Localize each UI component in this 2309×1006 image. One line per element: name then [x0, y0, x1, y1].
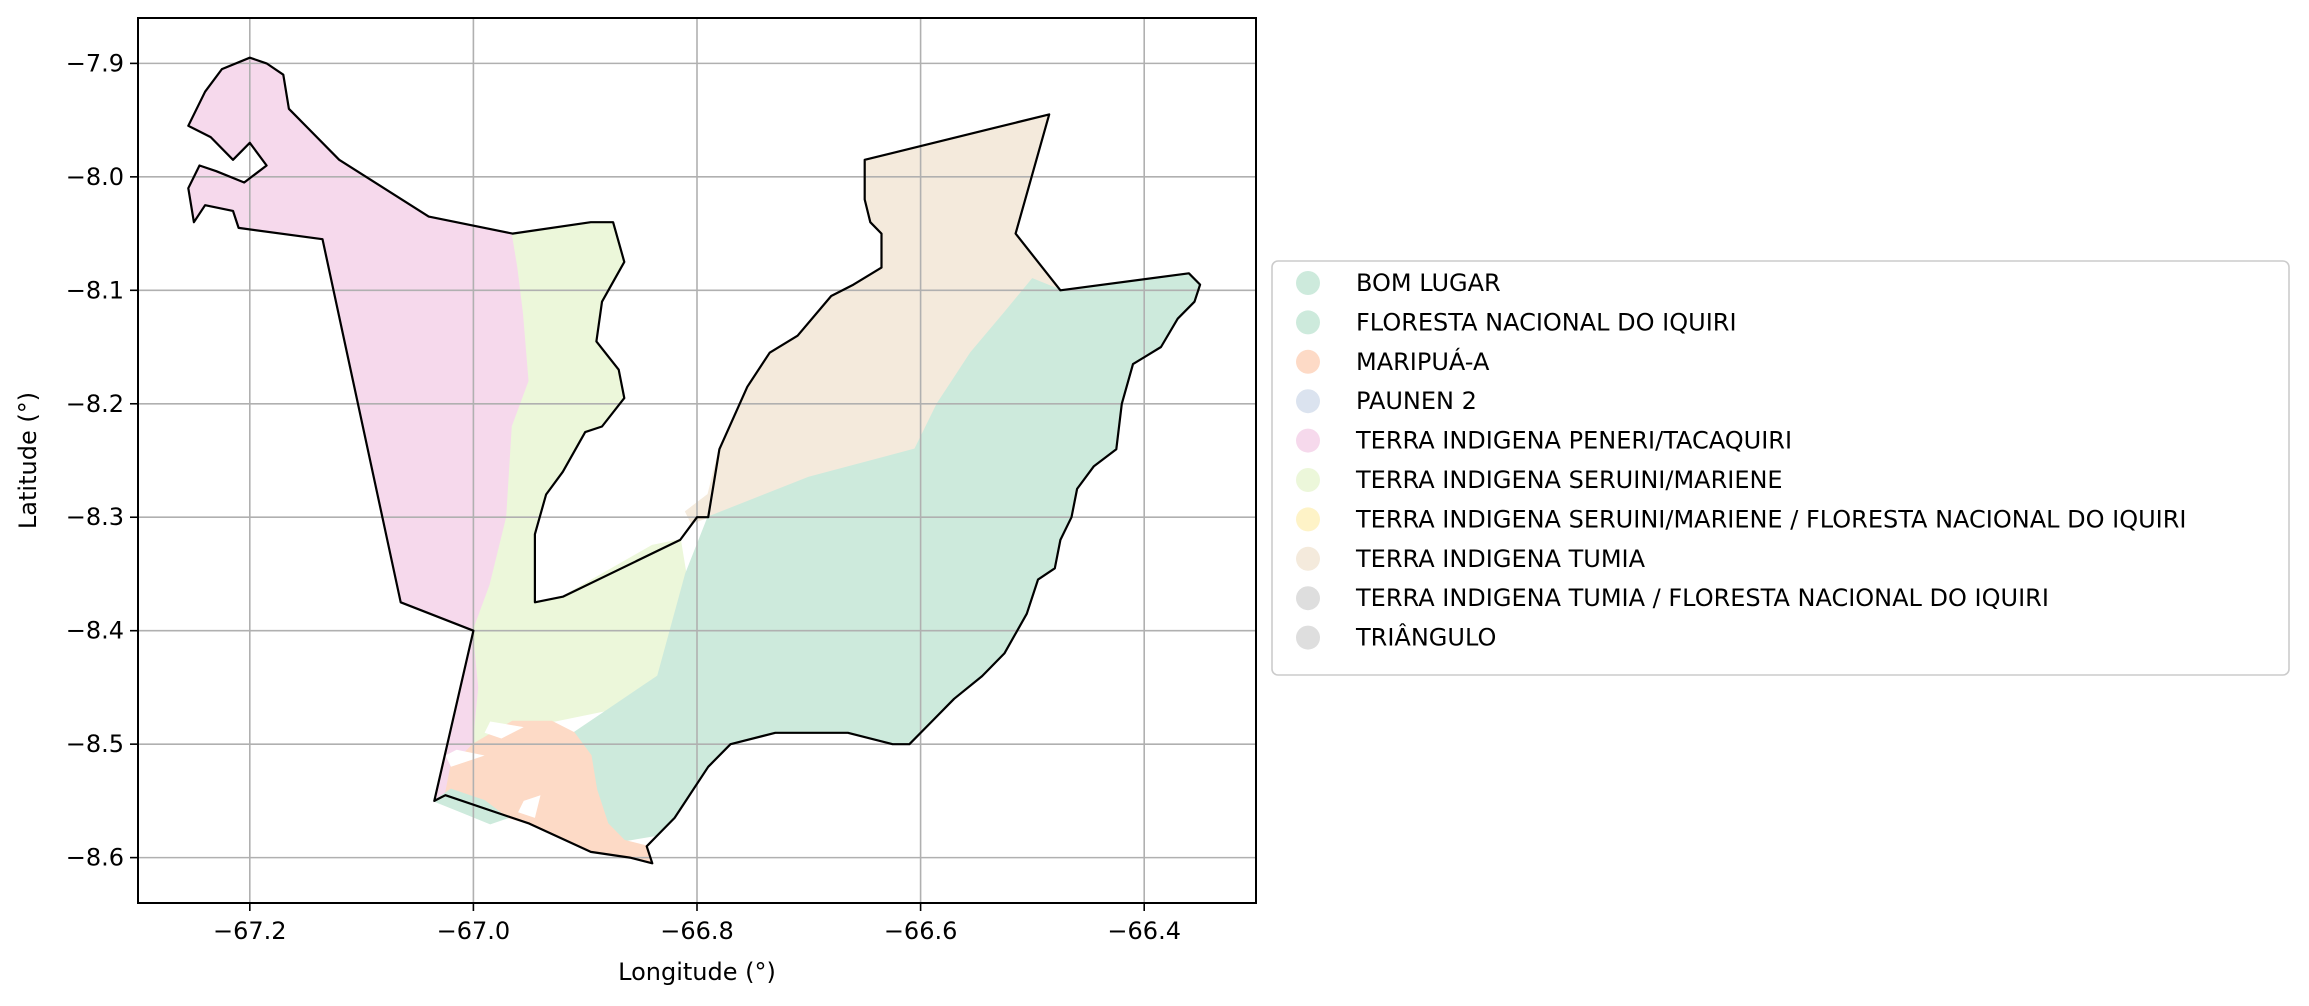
y-tick-label: −8.1: [66, 276, 124, 304]
legend-label: TRIÂNGULO: [1355, 623, 1496, 652]
legend-label: TERRA INDIGENA SERUINI/MARIENE: [1355, 466, 1783, 494]
legend-label: MARIPUÁ-A: [1356, 347, 1490, 376]
y-tick-label: −8.6: [66, 844, 124, 872]
legend-marker: [1296, 546, 1320, 571]
legend-label: PAUNEN 2: [1356, 387, 1477, 415]
y-tick-label: −7.9: [66, 49, 124, 77]
legend-label: TERRA INDIGENA PENERI/TACAQUIRI: [1355, 427, 1792, 455]
tick-layer: −67.2 −67.0 −66.8 −66.6 −66.4 −7.9 −8.0 −8.1 −8.…: [66, 49, 1181, 945]
region-gap-3: [518, 795, 541, 818]
legend-marker: [1296, 271, 1320, 295]
legend-label: FLORESTA NACIONAL DO IQUIRI: [1356, 308, 1737, 336]
legend-marker: [1296, 428, 1320, 453]
y-tick-label: −8.3: [66, 503, 124, 531]
x-axis-label: Longitude (°): [618, 958, 776, 986]
boundary-outline: [187, 56, 1202, 865]
grid-layer: [138, 18, 1256, 903]
x-tick-label: −67.0: [437, 917, 511, 945]
legend-label: BOM LUGAR: [1356, 269, 1501, 297]
region-layer: [187, 56, 1201, 865]
legend-marker: [1296, 389, 1320, 414]
y-axis-label: Latitude (°): [14, 392, 42, 529]
x-tick-label: −66.6: [884, 917, 958, 945]
legend-marker: [1296, 349, 1320, 374]
legend: BOM LUGAR FLORESTA NACIONAL DO IQUIRI MARI…: [1271, 260, 2290, 676]
legend-marker: [1296, 507, 1320, 532]
hole-layer: [445, 721, 541, 818]
y-tick-label: −8.4: [66, 617, 124, 645]
x-tick-label: −66.8: [660, 917, 734, 945]
y-tick-label: −8.2: [66, 390, 124, 418]
legend-label: TERRA INDIGENA TUMIA: [1355, 545, 1646, 573]
x-tick-label: −67.2: [213, 917, 287, 945]
legend-marker: [1296, 586, 1320, 611]
legend-marker: [1296, 625, 1320, 650]
legend-marker: [1296, 310, 1320, 335]
y-tick-label: −8.5: [66, 730, 124, 758]
y-tick-label: −8.0: [66, 163, 124, 191]
x-tick-label: −66.4: [1107, 917, 1181, 945]
region-gap-2: [445, 749, 485, 767]
legend-label: TERRA INDIGENA TUMIA / FLORESTA NACIONAL…: [1355, 584, 2049, 612]
legend-box: [1271, 260, 2290, 676]
legend-label: TERRA INDIGENA SERUINI/MARIENE / FLOREST…: [1355, 505, 2186, 533]
region-gap-1: [484, 721, 524, 739]
boundary-outline-layer: [187, 56, 1202, 865]
legend-marker: [1296, 468, 1320, 492]
